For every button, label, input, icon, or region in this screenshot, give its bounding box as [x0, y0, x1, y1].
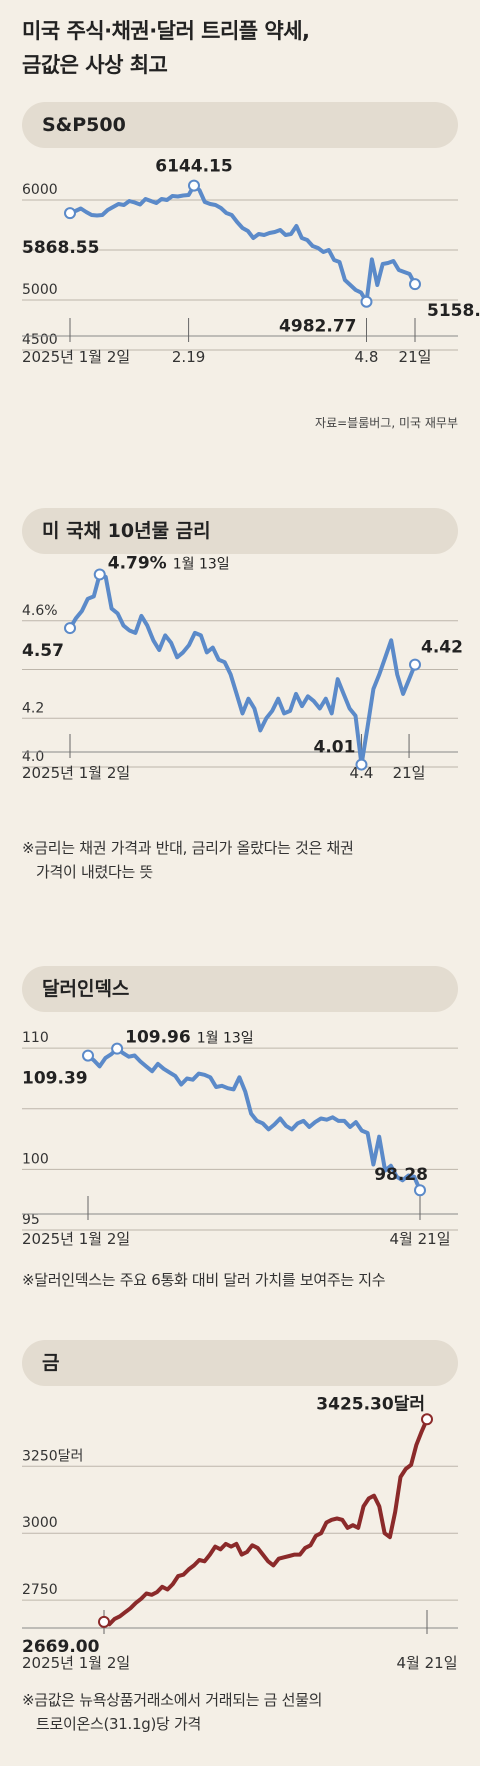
data-point-marker [82, 1049, 94, 1062]
data-label: 2669.00 [22, 1637, 100, 1657]
data-point-marker [98, 1615, 110, 1628]
data-point-marker [111, 1042, 124, 1055]
title-line-2: 금값은 사상 최고 [22, 53, 168, 77]
x-tick-label: 2.19 [172, 348, 205, 366]
data-label: 4.57 [22, 641, 64, 661]
series-line [68, 572, 417, 767]
data-point-marker [64, 207, 76, 220]
gold-chart: 3250달러 3000 2750 2025년 1월 2일 4월 21일 2669.00 34… [22, 1393, 458, 1672]
y-tick-label: 95 [22, 1212, 40, 1228]
data-point-marker [360, 295, 373, 308]
title-line-1: 미국 주식·채권·달러 트리플 약세, [22, 19, 310, 43]
y-tick-label: 100 [22, 1151, 49, 1167]
treasury-note: ※금리는 채권 가격과 반대, 금리가 올랐다는 것은 채권 가격이 내렸다는 뜻 [22, 839, 354, 881]
data-point-marker [421, 1413, 433, 1426]
data-label: 5158.20 [427, 301, 480, 321]
series-line [68, 183, 417, 304]
x-tick-label: 2025년 1월 2일 [22, 348, 130, 366]
data-label: 109.39 [22, 1069, 88, 1089]
x-tick-label: 21일 [399, 348, 432, 366]
chart-header-treasury: 미 국채 10년물 금리 [22, 508, 458, 554]
y-tick-label: 3000 [22, 1515, 58, 1531]
page-title: 미국 주식·채권·달러 트리플 약세, 금값은 사상 최고 [22, 14, 310, 82]
x-tick-label: 4월 21일 [390, 1230, 451, 1248]
data-label: 4.79% 1월 13일 [108, 553, 230, 573]
y-tick-label: 110 [22, 1030, 49, 1046]
y-tick-label: 3250달러 [22, 1448, 83, 1464]
data-point-marker [64, 622, 76, 635]
x-tick-label: 4.4 [350, 764, 374, 782]
x-tick-label: 2025년 1월 2일 [22, 764, 130, 782]
x-tick-label: 21일 [393, 764, 426, 782]
y-tick-label: 4.0 [22, 749, 44, 765]
data-label: 4.42 [421, 638, 463, 658]
data-label: 4.01 [314, 738, 356, 758]
y-tick-label: 2750 [22, 1582, 58, 1598]
x-tick-label: 2025년 1월 2일 [22, 1230, 130, 1248]
source-label: 자료=블룸버그, 미국 재무부 [315, 416, 458, 430]
data-label: 4982.77 [279, 317, 356, 337]
data-point-marker [414, 1184, 426, 1197]
gold-note: ※금값은 뉴욕상품거래소에서 거래되는 금 선물의 트로이온스(31.1g)당 가… [22, 1691, 323, 1733]
data-point-marker [409, 278, 421, 291]
data-label: 5868.55 [22, 238, 99, 258]
data-label: 98.28 [374, 1165, 428, 1185]
chart-header-sp500: S&P500 [22, 102, 458, 148]
series-line [102, 1417, 429, 1627]
data-point-marker [355, 758, 368, 771]
data-point-marker [187, 179, 200, 192]
y-tick-label: 4500 [22, 332, 58, 348]
series-line [86, 1046, 422, 1193]
y-tick-label: 4.6% [22, 603, 58, 619]
x-tick-label: 4월 21일 [397, 1654, 458, 1672]
data-label-date: 1월 13일 [197, 1031, 254, 1047]
y-tick-label: 4.2 [22, 700, 44, 716]
x-tick-label: 2025년 1월 2일 [22, 1654, 130, 1672]
x-tick-label: 4.8 [355, 348, 379, 366]
data-label: 109.96 1월 13일 [125, 1028, 254, 1048]
y-tick-label: 6000 [22, 182, 58, 198]
dollar-index-note: ※달러인덱스는 주요 6통화 대비 달러 가치를 보여주는 지수 [22, 1271, 386, 1289]
data-label: 6144.15 [155, 157, 232, 177]
chart-header-dollar-index: 달러인덱스 [22, 966, 458, 1012]
data-point-marker [409, 658, 421, 671]
y-tick-label: 5000 [22, 282, 58, 298]
data-label-date: 1월 13일 [173, 556, 230, 572]
data-label: 3425.30달러 [316, 1393, 425, 1414]
chart-header-gold: 금 [22, 1340, 458, 1386]
dollar-index-chart: 110 100 95 2025년 1월 2일 4월 21일 109.39 109.96 1월 … [22, 1028, 458, 1248]
data-point-marker [93, 568, 106, 581]
